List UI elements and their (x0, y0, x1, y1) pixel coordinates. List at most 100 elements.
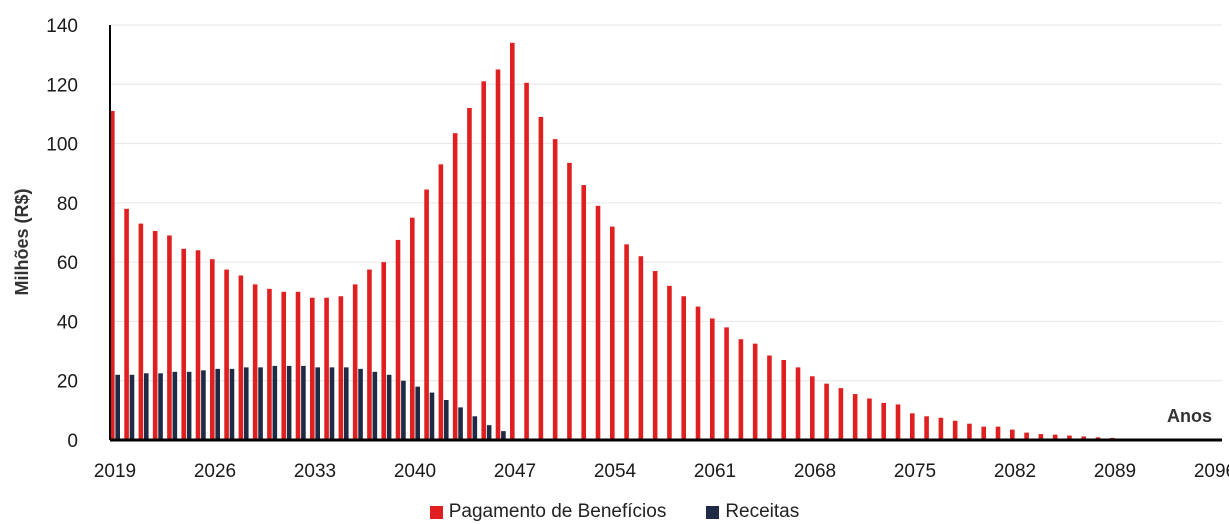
bar-pagamento (924, 416, 929, 440)
bar-pagamento (552, 139, 558, 440)
y-tick-label: 40 (57, 312, 78, 333)
bar-pagamento (1067, 435, 1072, 440)
bar-pagamento (952, 420, 958, 440)
x-tick-label: 2075 (894, 461, 936, 482)
bar-pagamento (581, 185, 587, 440)
bar-receitas (286, 365, 292, 440)
bar-pagamento (395, 239, 401, 440)
x-tick-label: 2026 (194, 461, 236, 482)
bar-pagamento (810, 376, 815, 440)
bar-pagamento (824, 383, 829, 440)
y-tick-label: 120 (46, 75, 78, 96)
bar-receitas (272, 365, 278, 440)
bar-pagamento (110, 110, 115, 440)
bar-pagamento (167, 235, 172, 440)
y-tick-label: 60 (57, 253, 78, 274)
bar-pagamento (510, 42, 515, 441)
bar-pagamento (695, 306, 701, 440)
bar-receitas (386, 374, 392, 440)
bar-pagamento (152, 231, 158, 440)
y-tick-labels: 0 20 40 60 80 100 120 140 (46, 16, 78, 452)
y-tick-label: 100 (46, 135, 78, 156)
bar-pagamento (324, 297, 329, 440)
bar-pagamento (124, 208, 129, 440)
bar-receitas (472, 416, 478, 440)
bar-pagamento (352, 284, 358, 440)
x-axis-title: Anos (1167, 406, 1212, 426)
bar-pagamento (738, 339, 744, 440)
x-tick-label: 2061 (694, 461, 736, 482)
bar-pagamento (210, 259, 215, 440)
bar-receitas (429, 392, 435, 440)
bar-receitas (243, 367, 249, 440)
legend-item-beneficios: Pagamento de Benefícios (429, 501, 667, 523)
bar-pagamento (595, 205, 601, 440)
legend-label-receitas: Receitas (725, 501, 800, 522)
bar-receitas (343, 367, 349, 440)
bar-pagamento (381, 262, 387, 440)
bar-pagamento (838, 388, 844, 440)
legend-swatch-receitas (706, 505, 720, 519)
bar-receitas (458, 407, 463, 440)
bar-pagamento (610, 226, 615, 440)
bar-pagamento (895, 404, 901, 440)
bar-pagamento (281, 291, 287, 440)
bar-pagamento (1052, 434, 1058, 440)
bar-receitas (358, 368, 363, 440)
legend-swatch-beneficios (429, 505, 443, 519)
bar-receitas (329, 367, 335, 440)
bar-receitas (443, 399, 449, 440)
bar-pagamento (138, 223, 144, 440)
y-tick-label: 80 (57, 194, 78, 215)
bar-receitas (129, 374, 135, 440)
bar-receitas (229, 368, 235, 440)
bar-pagamento (295, 291, 301, 440)
axes (109, 25, 1222, 442)
bar-receitas (186, 371, 192, 440)
bar-pagamento (624, 244, 629, 440)
x-tick-labels: 2019 2026 2033 2040 2047 2054 2061 2068 2075 2082… (94, 461, 1229, 482)
bar-pagamento (181, 248, 187, 440)
legend-label-beneficios: Pagamento de Benefícios (448, 501, 667, 522)
bars (110, 42, 1215, 441)
bar-receitas (415, 386, 420, 440)
y-tick-label: 140 (46, 16, 78, 37)
bar-pagamento (638, 256, 644, 440)
legend: Pagamento de Benefícios Receitas (0, 500, 1229, 524)
y-axis-title: Milhões (R$) (12, 188, 32, 295)
bar-pagamento (681, 296, 687, 440)
x-tick-label: 2082 (994, 461, 1036, 482)
bar-receitas (401, 380, 406, 440)
bar-pagamento (724, 327, 729, 440)
bar-pagamento (224, 269, 229, 440)
y-tick-label: 20 (57, 372, 78, 393)
bar-pagamento (981, 426, 987, 440)
x-tick-label: 2068 (794, 461, 836, 482)
bar-pagamento (1081, 436, 1087, 440)
x-tick-label: 2019 (94, 461, 136, 482)
bar-pagamento (1010, 429, 1015, 440)
bar-pagamento (567, 162, 572, 440)
bar-receitas (172, 371, 178, 440)
bar-pagamento (995, 426, 1001, 440)
bar-pagamento (1024, 432, 1029, 440)
bar-pagamento (481, 81, 487, 441)
bar-receitas (158, 373, 163, 440)
x-tick-label: 2040 (394, 461, 436, 482)
bar-pagamento (524, 82, 529, 440)
bar-receitas (301, 365, 306, 440)
bar-pagamento (252, 284, 258, 440)
bar-pagamento (410, 217, 415, 440)
bar-pagamento (781, 359, 787, 440)
bar-pagamento (267, 288, 272, 440)
bar-receitas (486, 425, 492, 440)
bar-pagamento (538, 116, 544, 441)
bar-pagamento (1038, 434, 1044, 440)
bar-pagamento (767, 355, 772, 440)
bar-receitas (501, 431, 506, 440)
bar-pagamento (910, 413, 915, 440)
bar-pagamento (852, 394, 858, 440)
bar-pagamento (881, 402, 887, 440)
bar-pagamento (467, 108, 472, 440)
